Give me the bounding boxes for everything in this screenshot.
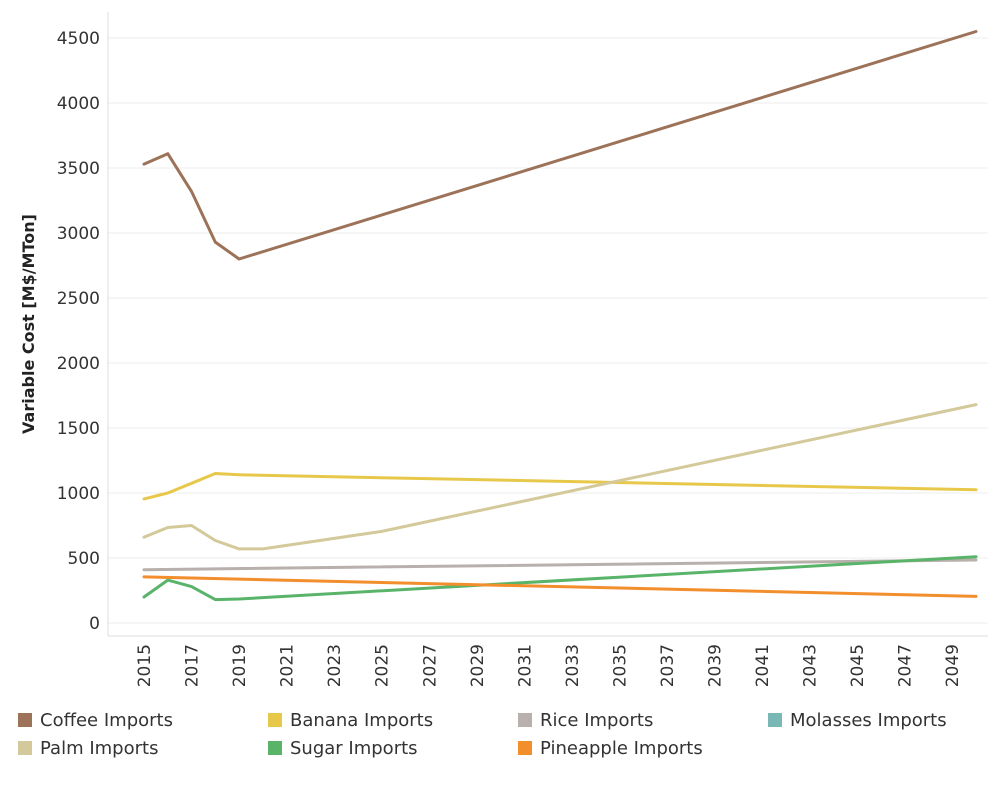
y-tick-label: 0 (89, 614, 100, 634)
y-tick-label: 2500 (57, 289, 100, 309)
chart-canvas: 0 500 1000 1500 2000 2500 3000 3500 4000 4500 2015… (19, 12, 988, 687)
series-line-sugar-imports (142, 555, 978, 602)
legend-swatch (518, 713, 532, 727)
legend-swatch (768, 713, 782, 727)
y-tick-label: 1500 (57, 419, 100, 439)
y-tick-label: 500 (68, 549, 100, 569)
legend-swatch (268, 741, 282, 755)
legend-label: Palm Imports (40, 737, 159, 759)
x-tick-label: 2033 (563, 644, 583, 687)
series-line-rice-imports (142, 558, 978, 572)
legend-item-rice-imports: Rice Imports (518, 708, 653, 732)
series-line-pineapple-imports (142, 575, 978, 598)
y-tick-label: 3000 (57, 224, 100, 244)
legend-label: Pineapple Imports (540, 737, 703, 759)
y-tick-label: 2000 (57, 354, 100, 374)
x-tick-label: 2021 (278, 644, 298, 687)
legend-swatch (18, 713, 32, 727)
x-tick-label: 2047 (896, 644, 916, 687)
series-line-coffee-imports (142, 30, 978, 261)
x-tick-label: 2039 (706, 644, 726, 687)
legend-item-sugar-imports: Sugar Imports (268, 736, 418, 760)
x-tick-label: 2027 (420, 644, 440, 687)
x-tick-label: 2029 (468, 644, 488, 687)
legend-label: Coffee Imports (40, 709, 173, 731)
legend-item-coffee-imports: Coffee Imports (18, 708, 173, 732)
y-tick-label: 3500 (57, 159, 100, 179)
x-tick-label: 2015 (135, 644, 155, 687)
x-tick-label: 2049 (943, 644, 963, 687)
y-tick-label: 4500 (57, 29, 100, 49)
legend-swatch (518, 741, 532, 755)
y-tick-label: 4000 (57, 94, 100, 114)
legend-swatch (268, 713, 282, 727)
x-tick-label: 2043 (801, 644, 821, 687)
legend-label: Rice Imports (540, 709, 654, 731)
x-tick-label: 2035 (610, 644, 630, 687)
x-tick-label: 2019 (230, 644, 250, 687)
x-tick-label: 2017 (183, 644, 203, 687)
x-tick-label: 2037 (658, 644, 678, 687)
legend-label: Sugar Imports (290, 737, 418, 759)
y-tick-label: 1000 (57, 484, 100, 504)
legend: Coffee Imports Banana Imports Rice Imports… (0, 700, 1000, 800)
x-tick-label: 2031 (515, 644, 535, 687)
legend-item-pineapple-imports: Pineapple Imports (518, 736, 703, 760)
legend-item-palm-imports: Palm Imports (18, 736, 158, 760)
x-tick-label: 2023 (325, 644, 345, 687)
legend-swatch (18, 741, 32, 755)
series-line-banana-imports (142, 472, 978, 501)
legend-item-banana-imports: Banana Imports (268, 708, 433, 732)
legend-label: Banana Imports (290, 709, 434, 731)
line-chart: 0 500 1000 1500 2000 2500 3000 3500 4000 4500 2015… (19, 12, 988, 687)
legend-label: Molasses Imports (790, 709, 947, 731)
legend-item-molasses-imports: Molasses Imports (768, 708, 947, 732)
x-tick-label: 2025 (373, 644, 393, 687)
x-tick-label: 2045 (848, 644, 868, 687)
y-axis-title: Variable Cost [M$/MTon] (19, 214, 38, 434)
x-tick-label: 2041 (753, 644, 773, 687)
series-line-palm-imports (142, 403, 978, 551)
